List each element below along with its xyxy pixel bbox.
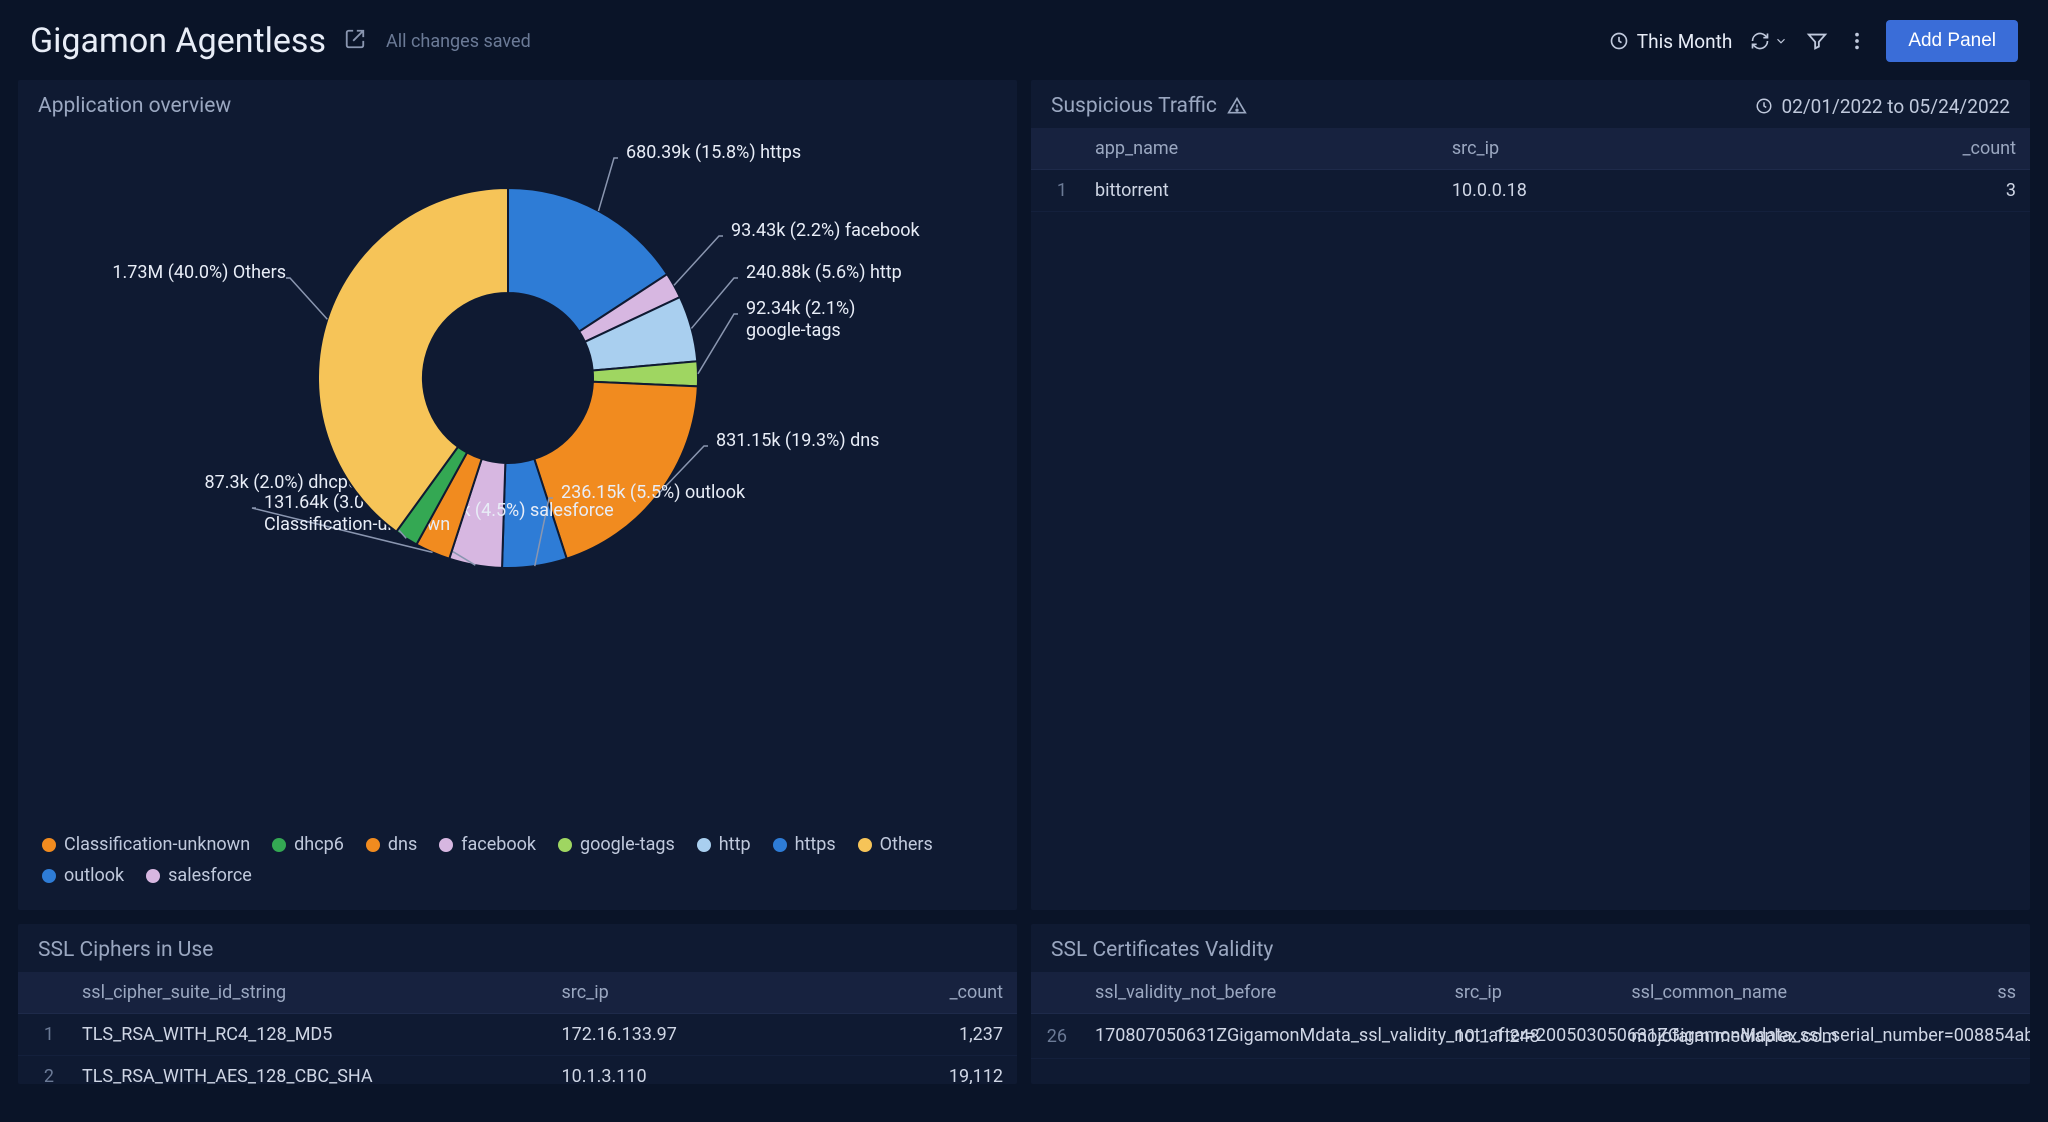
date-range-label: 02/01/2022 to 05/24/2022 xyxy=(1781,95,2010,118)
panel-ssl-ciphers: SSL Ciphers in Use ssl_cipher_suite_id_s… xyxy=(18,924,1017,1084)
cell-not-before: 170807050631ZGigamonMdata_ssl_validity_n… xyxy=(1081,1014,1441,1059)
cell-cipher: TLS_RSA_WITH_RC4_128_MD5 xyxy=(68,1014,548,1056)
cell-count: 1,237 xyxy=(846,1014,1017,1056)
legend-swatch xyxy=(858,838,872,852)
legend-label: salesforce xyxy=(168,865,252,886)
col-src-ip[interactable]: src_ip xyxy=(1441,972,1618,1014)
donut-label-dhcp6: 87.3k (2.0%) dhcp6 xyxy=(204,472,357,493)
legend-label: Classification-unknown xyxy=(64,834,250,855)
cell-cipher: TLS_RSA_WITH_AES_128_CBC_SHA xyxy=(68,1056,548,1085)
save-status: All changes saved xyxy=(386,31,531,52)
page-title: Gigamon Agentless xyxy=(30,21,326,61)
legend-swatch xyxy=(42,838,56,852)
legend-item[interactable]: google-tags xyxy=(558,834,675,855)
legend-swatch xyxy=(272,838,286,852)
legend-swatch xyxy=(42,869,56,883)
donut-label-Others: 1.73M (40.0%) Others xyxy=(112,262,286,283)
legend-swatch xyxy=(146,869,160,883)
cell-count: 3 xyxy=(1768,170,2030,212)
chart-legend: Classification-unknown dhcp6 dns facebook go… xyxy=(18,822,1017,910)
share-icon[interactable] xyxy=(344,28,366,55)
col-src-ip[interactable]: src_ip xyxy=(1438,128,1768,170)
legend-item[interactable]: facebook xyxy=(439,834,536,855)
filter-icon[interactable] xyxy=(1806,30,1828,52)
col-count[interactable]: _count xyxy=(1768,128,2030,170)
donut-label-dns: 831.15k (19.3%) dns xyxy=(716,430,879,451)
col-cipher[interactable]: ssl_cipher_suite_id_string xyxy=(68,972,548,1014)
col-src-ip[interactable]: src_ip xyxy=(548,972,847,1014)
add-panel-button[interactable]: Add Panel xyxy=(1886,20,2018,62)
table-row[interactable]: 1TLS_RSA_WITH_RC4_128_MD5172.16.133.971,… xyxy=(18,1014,1017,1056)
col-app-name[interactable]: app_name xyxy=(1081,128,1438,170)
chevron-down-icon xyxy=(1774,34,1788,48)
legend-label: outlook xyxy=(64,865,124,886)
table-row[interactable]: 26170807050631ZGigamonMdata_ssl_validity… xyxy=(1031,1014,2030,1059)
donut-label-google-tags: google-tags xyxy=(746,320,841,341)
time-range-picker[interactable]: This Month xyxy=(1609,30,1733,53)
ssl-ciphers-table: ssl_cipher_suite_id_string src_ip _count… xyxy=(18,972,1017,1084)
legend-label: dhcp6 xyxy=(294,834,344,855)
dashboard-header: Gigamon Agentless All changes saved This… xyxy=(0,0,2048,80)
panel-application-overview: Application overview 680.39k (15.8%) htt… xyxy=(18,80,1017,910)
col-count[interactable]: _count xyxy=(846,972,1017,1014)
legend-item[interactable]: http xyxy=(697,834,751,855)
col-ss[interactable]: ss xyxy=(1983,972,2030,1014)
table-row[interactable]: 2TLS_RSA_WITH_AES_128_CBC_SHA10.1.3.1101… xyxy=(18,1056,1017,1085)
clock-icon xyxy=(1755,97,1773,115)
legend-label: Others xyxy=(880,834,933,855)
legend-item[interactable]: https xyxy=(773,834,836,855)
cell-src-ip: 10.0.0.18 xyxy=(1438,170,1768,212)
panel-title: Suspicious Traffic xyxy=(1051,94,1217,118)
dashboard-grid: Application overview 680.39k (15.8%) htt… xyxy=(0,80,2048,1084)
donut-label-facebook: 93.43k (2.2%) facebook xyxy=(731,220,921,241)
legend-label: google-tags xyxy=(580,834,675,855)
table-row[interactable]: 1bittorrent10.0.0.183 xyxy=(1031,170,2030,212)
kebab-menu-icon[interactable] xyxy=(1846,30,1868,52)
donut-label-https: 680.39k (15.8%) https xyxy=(626,142,801,163)
legend-item[interactable]: Others xyxy=(858,834,933,855)
col-common-name[interactable]: ssl_common_name xyxy=(1617,972,1983,1014)
legend-swatch xyxy=(439,838,453,852)
legend-item[interactable]: outlook xyxy=(42,865,124,886)
time-range-label: This Month xyxy=(1637,30,1733,53)
legend-item[interactable]: dhcp6 xyxy=(272,834,344,855)
legend-swatch xyxy=(366,838,380,852)
legend-label: facebook xyxy=(461,834,536,855)
legend-item[interactable]: Classification-unknown xyxy=(42,834,250,855)
legend-swatch xyxy=(558,838,572,852)
donut-chart[interactable]: 680.39k (15.8%) https 93.43k (2.2%) faceb… xyxy=(18,128,1017,822)
cell-app-name: bittorrent xyxy=(1081,170,1438,212)
donut-label-google-tags: 92.34k (2.1%) xyxy=(746,298,855,319)
col-not-before[interactable]: ssl_validity_not_before xyxy=(1081,972,1441,1014)
legend-item[interactable]: dns xyxy=(366,834,417,855)
cell-src-ip: 172.16.133.97 xyxy=(548,1014,847,1056)
donut-label-http: 240.88k (5.6%) http xyxy=(746,262,902,283)
cell-count: 19,112 xyxy=(846,1056,1017,1085)
legend-label: dns xyxy=(388,834,417,855)
legend-swatch xyxy=(773,838,787,852)
panel-suspicious-traffic: Suspicious Traffic 02/01/2022 to 05/24/2… xyxy=(1031,80,2030,910)
refresh-button[interactable] xyxy=(1750,31,1788,51)
cell-src-ip: 10.1.3.110 xyxy=(548,1056,847,1085)
ssl-certs-table: ssl_validity_not_before src_ip ssl_commo… xyxy=(1031,972,2030,1059)
legend-swatch xyxy=(697,838,711,852)
warning-icon xyxy=(1227,96,1247,116)
panel-title: SSL Certificates Validity xyxy=(1051,938,1273,962)
legend-item[interactable]: salesforce xyxy=(146,865,252,886)
panel-title: SSL Ciphers in Use xyxy=(38,938,213,962)
legend-label: http xyxy=(719,834,751,855)
panel-ssl-certs: SSL Certificates Validity ssl_validity_n… xyxy=(1031,924,2030,1084)
panel-title: Application overview xyxy=(38,94,231,118)
suspicious-table: app_name src_ip _count 1bittorrent10.0.0… xyxy=(1031,128,2030,212)
legend-label: https xyxy=(795,834,836,855)
